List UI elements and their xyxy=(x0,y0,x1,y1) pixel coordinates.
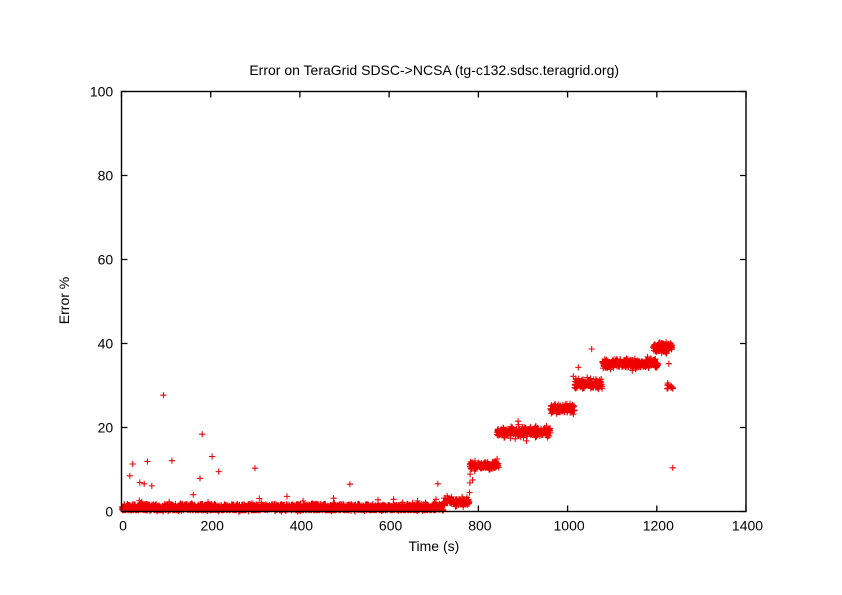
svg-text:0: 0 xyxy=(119,518,127,534)
svg-text:Time (s): Time (s) xyxy=(408,538,459,554)
svg-text:800: 800 xyxy=(468,518,492,534)
svg-text:Error %: Error % xyxy=(56,277,72,324)
svg-text:20: 20 xyxy=(98,420,114,436)
svg-text:200: 200 xyxy=(201,518,225,534)
svg-text:1000: 1000 xyxy=(554,518,585,534)
svg-text:100: 100 xyxy=(90,84,114,100)
svg-text:400: 400 xyxy=(290,518,314,534)
svg-text:1400: 1400 xyxy=(732,518,763,534)
svg-text:60: 60 xyxy=(98,252,114,268)
svg-text:80: 80 xyxy=(98,168,114,184)
svg-text:1200: 1200 xyxy=(643,518,674,534)
svg-text:40: 40 xyxy=(98,336,114,352)
svg-text:600: 600 xyxy=(379,518,403,534)
svg-text:Error on TeraGrid SDSC->NCSA (: Error on TeraGrid SDSC->NCSA (tg-c132.sd… xyxy=(249,62,619,78)
svg-text:0: 0 xyxy=(105,504,113,520)
